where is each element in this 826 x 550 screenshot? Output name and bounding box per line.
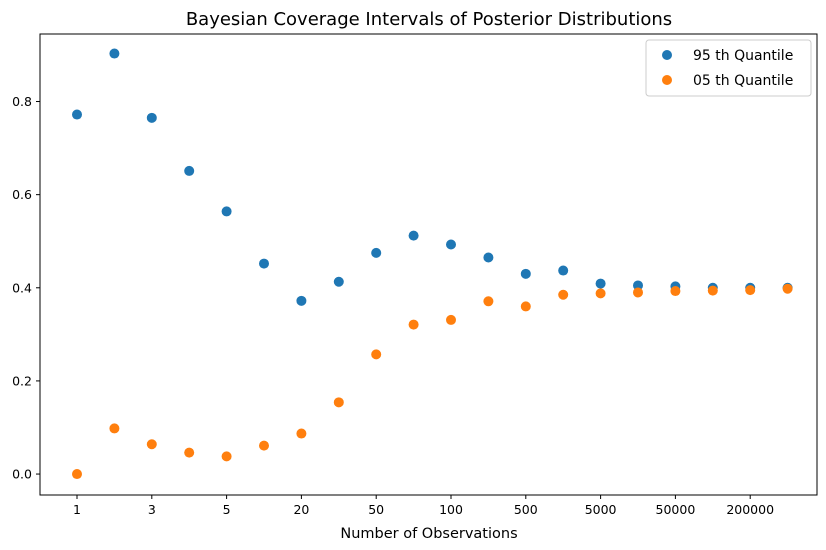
legend-marker-05th	[662, 75, 672, 85]
y-tick-label: 0.2	[12, 373, 32, 388]
x-tick-label: 100	[439, 502, 463, 517]
x-axis-label: Number of Observations	[340, 526, 517, 542]
data-point-95th	[446, 239, 456, 250]
x-tick-label: 50000	[656, 502, 696, 517]
x-tick-label: 5	[223, 502, 231, 517]
y-tick-label: 0.4	[12, 280, 32, 295]
data-point-05th	[221, 451, 232, 462]
data-point-05th	[745, 285, 756, 296]
data-point-95th	[259, 258, 269, 269]
data-point-05th	[633, 287, 643, 298]
data-point-95th	[595, 278, 606, 289]
plot-area	[39, 33, 818, 496]
data-points	[72, 48, 793, 480]
x-tick-label: 20	[293, 502, 309, 517]
data-point-95th	[633, 280, 643, 291]
legend: 95 th Quantile 05 th Quantile	[645, 39, 812, 97]
y-axis: 0.0 0.2 0.4 0.6 0.8	[12, 94, 40, 482]
data-point-95th	[371, 247, 382, 258]
data-point-05th	[483, 296, 494, 307]
x-tick-label: 50	[368, 502, 384, 517]
data-point-05th	[707, 285, 718, 296]
x-tick-label: 200000	[726, 502, 774, 517]
x-tick-label: 3	[148, 502, 156, 517]
data-point-95th	[296, 295, 307, 306]
data-point-05th	[595, 288, 606, 299]
x-tick-label: 5000	[585, 502, 617, 517]
data-point-05th	[333, 397, 344, 408]
data-point-05th	[520, 301, 531, 312]
data-point-95th	[483, 252, 494, 263]
x-tick-label: 500	[514, 502, 538, 517]
y-tick-label: 0.8	[12, 94, 32, 109]
y-tick-label: 0.0	[12, 467, 32, 482]
data-point-05th	[72, 469, 82, 480]
data-point-95th	[221, 206, 232, 217]
legend-label-95th: 95 th Quantile	[693, 48, 793, 64]
data-point-95th	[558, 265, 569, 276]
data-point-95th	[109, 48, 120, 59]
data-point-95th	[333, 276, 344, 287]
data-point-05th	[259, 440, 269, 451]
data-point-05th	[184, 447, 195, 458]
legend-box	[645, 39, 812, 97]
data-point-05th	[296, 428, 307, 439]
data-point-95th	[408, 230, 419, 241]
y-tick-label: 0.6	[12, 187, 32, 202]
x-axis: 1 3 5 20 50 100 500 5000 50000 200000	[73, 495, 774, 517]
data-point-05th	[670, 286, 681, 297]
chart-title: Bayesian Coverage Intervals of Posterior…	[186, 9, 672, 30]
data-point-05th	[408, 319, 419, 330]
x-tick-label: 1	[73, 502, 81, 517]
data-point-05th	[446, 314, 456, 325]
data-point-95th	[520, 268, 531, 279]
data-point-05th	[371, 349, 382, 360]
data-point-95th	[72, 109, 82, 120]
data-point-95th	[184, 165, 195, 176]
data-point-95th	[146, 112, 157, 123]
data-point-05th	[146, 439, 157, 450]
data-point-05th	[109, 423, 120, 434]
legend-label-05th: 05 th Quantile	[693, 73, 793, 89]
data-point-05th	[782, 283, 793, 294]
data-point-05th	[558, 289, 569, 300]
legend-marker-95th	[662, 50, 672, 60]
